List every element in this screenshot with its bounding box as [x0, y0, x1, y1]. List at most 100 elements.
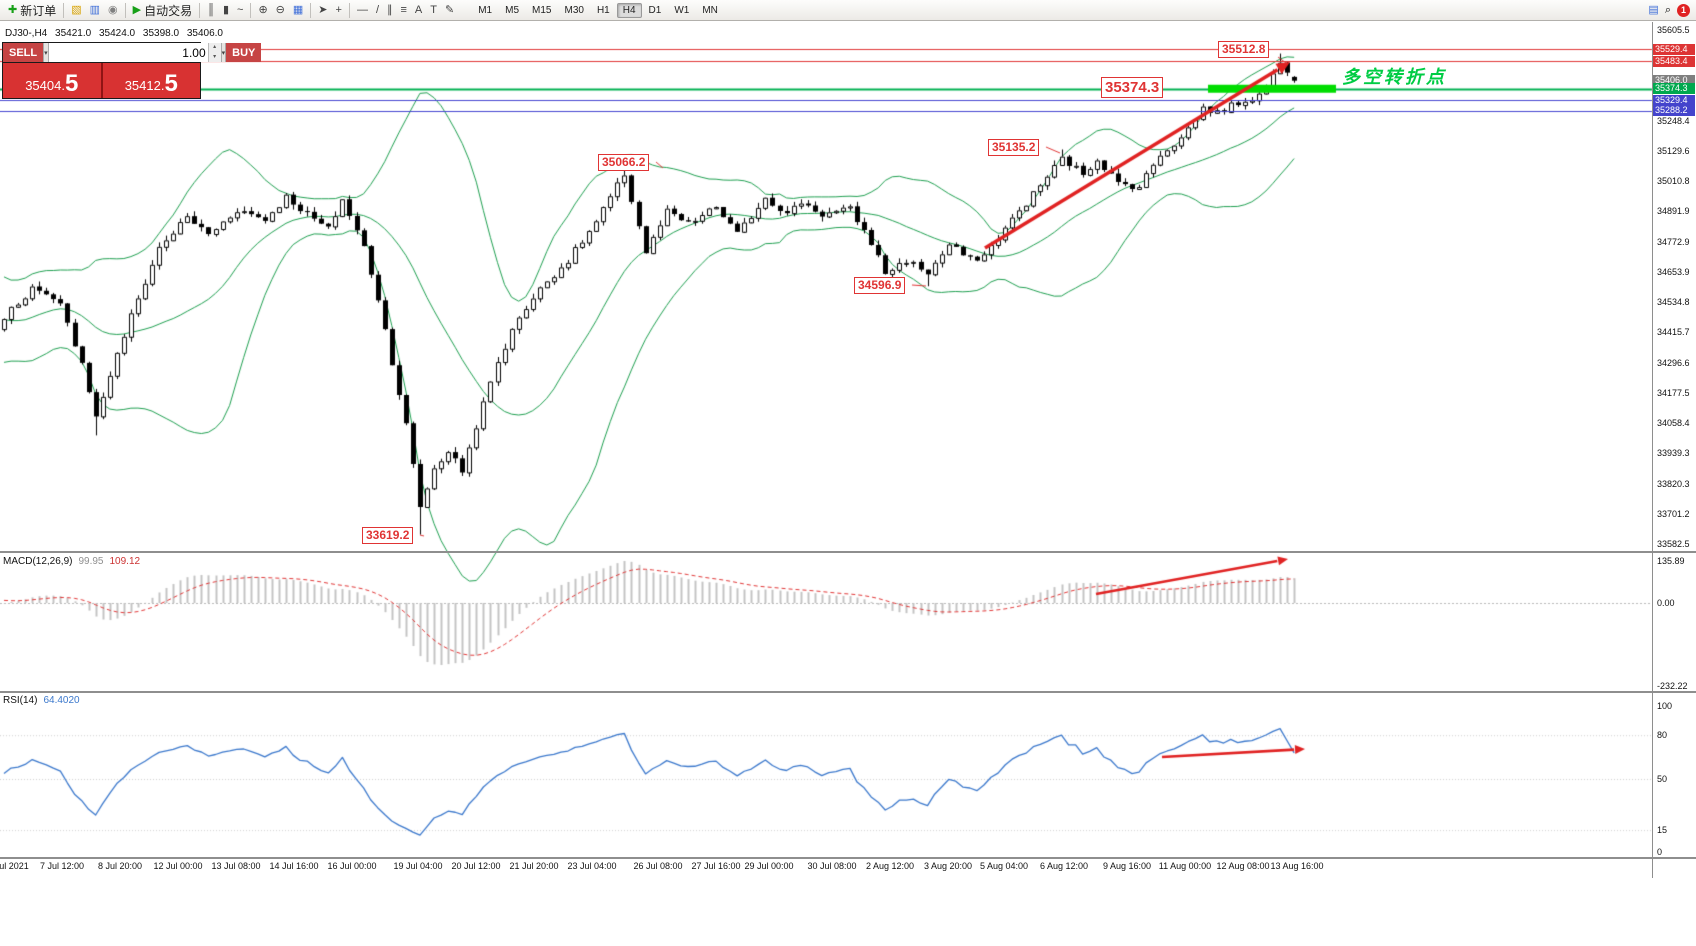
timeframe-w1[interactable]: W1 [674, 4, 690, 16]
rsi-label: RSI(14) [3, 695, 38, 706]
time-axis-label: 7 Jul 12:00 [39, 861, 85, 871]
crosshair-button[interactable]: + [332, 1, 346, 19]
toolbar-separator [310, 2, 312, 18]
price-annotation: 35135.2 [988, 139, 1040, 156]
time-axis-label: 6 Aug 12:00 [1039, 861, 1089, 871]
autotrade-button[interactable]: ▶ 自动交易 [129, 1, 196, 19]
price-tag: 35329.4 [1653, 94, 1695, 106]
package-button[interactable]: ▧ [67, 1, 85, 19]
rsi-axis-label: 80 [1657, 730, 1668, 741]
bar-chart-button[interactable]: ║ [203, 1, 219, 19]
cursor-button[interactable]: ➤ [314, 1, 331, 19]
symbol-timeframe-label: DJ30-,H4 [5, 28, 48, 39]
open-value: 35421.0 [55, 28, 92, 39]
price-axis-label: 35248.4 [1657, 115, 1690, 126]
timeframe-m1[interactable]: M1 [478, 4, 493, 16]
price-axis-border [1652, 22, 1653, 878]
channel-button[interactable]: ∥ [383, 1, 397, 19]
price-annotation: 33619.2 [362, 527, 414, 544]
toolbar-separator [124, 2, 126, 18]
notification-badge[interactable]: 1 [1677, 3, 1690, 17]
trendline-button[interactable]: / [372, 1, 383, 19]
profiles-icon: ▥ [89, 4, 101, 16]
timeframe-m5[interactable]: M5 [505, 4, 520, 16]
timeframe-m15[interactable]: M15 [532, 4, 552, 16]
time-axis-label: ul 2021 [0, 861, 29, 871]
channel-icon: ∥ [387, 4, 393, 16]
time-axis-label: 3 Aug 20:00 [923, 861, 973, 871]
new-order-icon: ✚ [8, 4, 18, 16]
zoom-in-button[interactable]: ⊕ [254, 1, 271, 19]
fibonacci-button[interactable]: ≡ [397, 1, 411, 19]
price-tag: 35483.4 [1653, 55, 1695, 67]
ask-price[interactable]: 35412. 5 [100, 63, 200, 98]
macd-header: MACD(12,26,9) 99.95 109.12 [3, 556, 146, 567]
timeframe-h4[interactable]: H4 [616, 2, 642, 18]
price-axis-label: 34891.9 [1657, 206, 1690, 217]
profiles-button[interactable]: ▥ [86, 1, 104, 19]
rsi-value: 64.4020 [43, 695, 80, 706]
sound-button[interactable]: ◉ [104, 1, 122, 19]
rsi-axis-label: 15 [1657, 825, 1668, 836]
price-axis-label: 35129.6 [1657, 145, 1690, 156]
panel-splitter-macd[interactable] [0, 551, 1696, 553]
toolbar-right: ▤ ⌕ 1 [1648, 2, 1692, 18]
toolbar: ✚ 新订单 ▧ ▥ ◉ ▶ 自动交易 ║ ▮ ~ ⊕ ⊖ ▦ ➤ + — / ∥ ≡ A T ✎ M1 M5 M15 M30 H1… [0, 0, 1696, 21]
macd-axis-label: 0.00 [1657, 598, 1675, 608]
shapes-button[interactable]: ✎ [441, 1, 458, 19]
panel-splitter-rsi[interactable] [0, 691, 1696, 693]
price-annotation: 35066.2 [598, 154, 650, 171]
buy-dropdown-icon[interactable]: ▾ [220, 43, 227, 62]
time-axis-label: 19 Jul 04:00 [393, 861, 443, 871]
trendline-icon: / [375, 4, 379, 16]
volume-input[interactable] [48, 43, 208, 62]
label-icon: T [430, 4, 437, 16]
chart-shift-icon[interactable]: ▤ [1648, 4, 1659, 16]
fibonacci-icon: ≡ [400, 4, 407, 16]
timeframe-m30[interactable]: M30 [564, 4, 584, 16]
sell-button[interactable]: SELL [3, 43, 44, 62]
macd-axis-label: 135.89 [1657, 556, 1685, 566]
bid-price[interactable]: 35404. 5 [3, 63, 101, 98]
line-chart-button[interactable]: ~ [233, 1, 247, 19]
time-axis-label: 16 Jul 00:00 [327, 861, 377, 871]
price-axis-label: 34177.5 [1657, 387, 1690, 398]
buy-button[interactable]: BUY [226, 43, 262, 62]
new-order-button[interactable]: ✚ 新订单 [4, 1, 60, 19]
search-icon[interactable]: ⌕ [1664, 4, 1671, 16]
text-button[interactable]: A [411, 1, 426, 19]
time-axis-label: 21 Jul 20:00 [509, 861, 559, 871]
label-button[interactable]: T [426, 1, 441, 19]
price-axis-label: 34534.8 [1657, 297, 1690, 308]
price-tag: 35529.4 [1653, 43, 1695, 55]
volume-down-icon[interactable]: ▾ [208, 52, 221, 62]
chart-ohlc-header: DJ30-,H4 35421.0 35424.0 35398.0 35406.0 [5, 28, 228, 39]
time-axis-label: 13 Aug 16:00 [1270, 861, 1324, 871]
zoom-out-button[interactable]: ⊖ [272, 1, 289, 19]
tile-windows-icon: ▦ [292, 4, 304, 16]
bid-price-main: 35404. [25, 78, 65, 93]
volume-stepper: ▴ ▾ [207, 43, 221, 62]
candlestick-chart-button[interactable]: ▮ [219, 1, 233, 19]
time-axis-label: 9 Aug 16:00 [1102, 861, 1152, 871]
timeframe-h1[interactable]: H1 [596, 4, 610, 16]
toolbar-separator [348, 2, 350, 18]
time-axis-label: 20 Jul 12:00 [451, 861, 501, 871]
time-axis-label: 12 Jul 00:00 [153, 861, 203, 871]
timeframe-d1[interactable]: D1 [648, 4, 662, 16]
volume-up-icon[interactable]: ▴ [208, 43, 221, 53]
time-axis-label: 27 Jul 16:00 [691, 861, 741, 871]
time-axis-label: 29 Jul 00:00 [744, 861, 794, 871]
toolbar-separator [250, 2, 252, 18]
timeframe-mn[interactable]: MN [702, 4, 718, 16]
toolbar-left-groups: ✚ 新订单 ▧ ▥ ◉ ▶ 自动交易 ║ ▮ ~ ⊕ ⊖ ▦ ➤ + — / ∥ ≡ A T ✎ [4, 1, 458, 19]
macd-main-value: 99.95 [78, 556, 104, 567]
horizontal-line-button[interactable]: — [353, 1, 372, 19]
sell-dropdown-icon[interactable]: ▾ [43, 43, 49, 62]
turning-point-note: 多空转折点 [1342, 67, 1447, 87]
zoom-in-icon: ⊕ [258, 4, 268, 16]
trade-panel-controls: SELL ▾ ▴ ▾ ▾ BUY [3, 43, 262, 63]
tile-windows-button[interactable]: ▦ [289, 1, 307, 19]
